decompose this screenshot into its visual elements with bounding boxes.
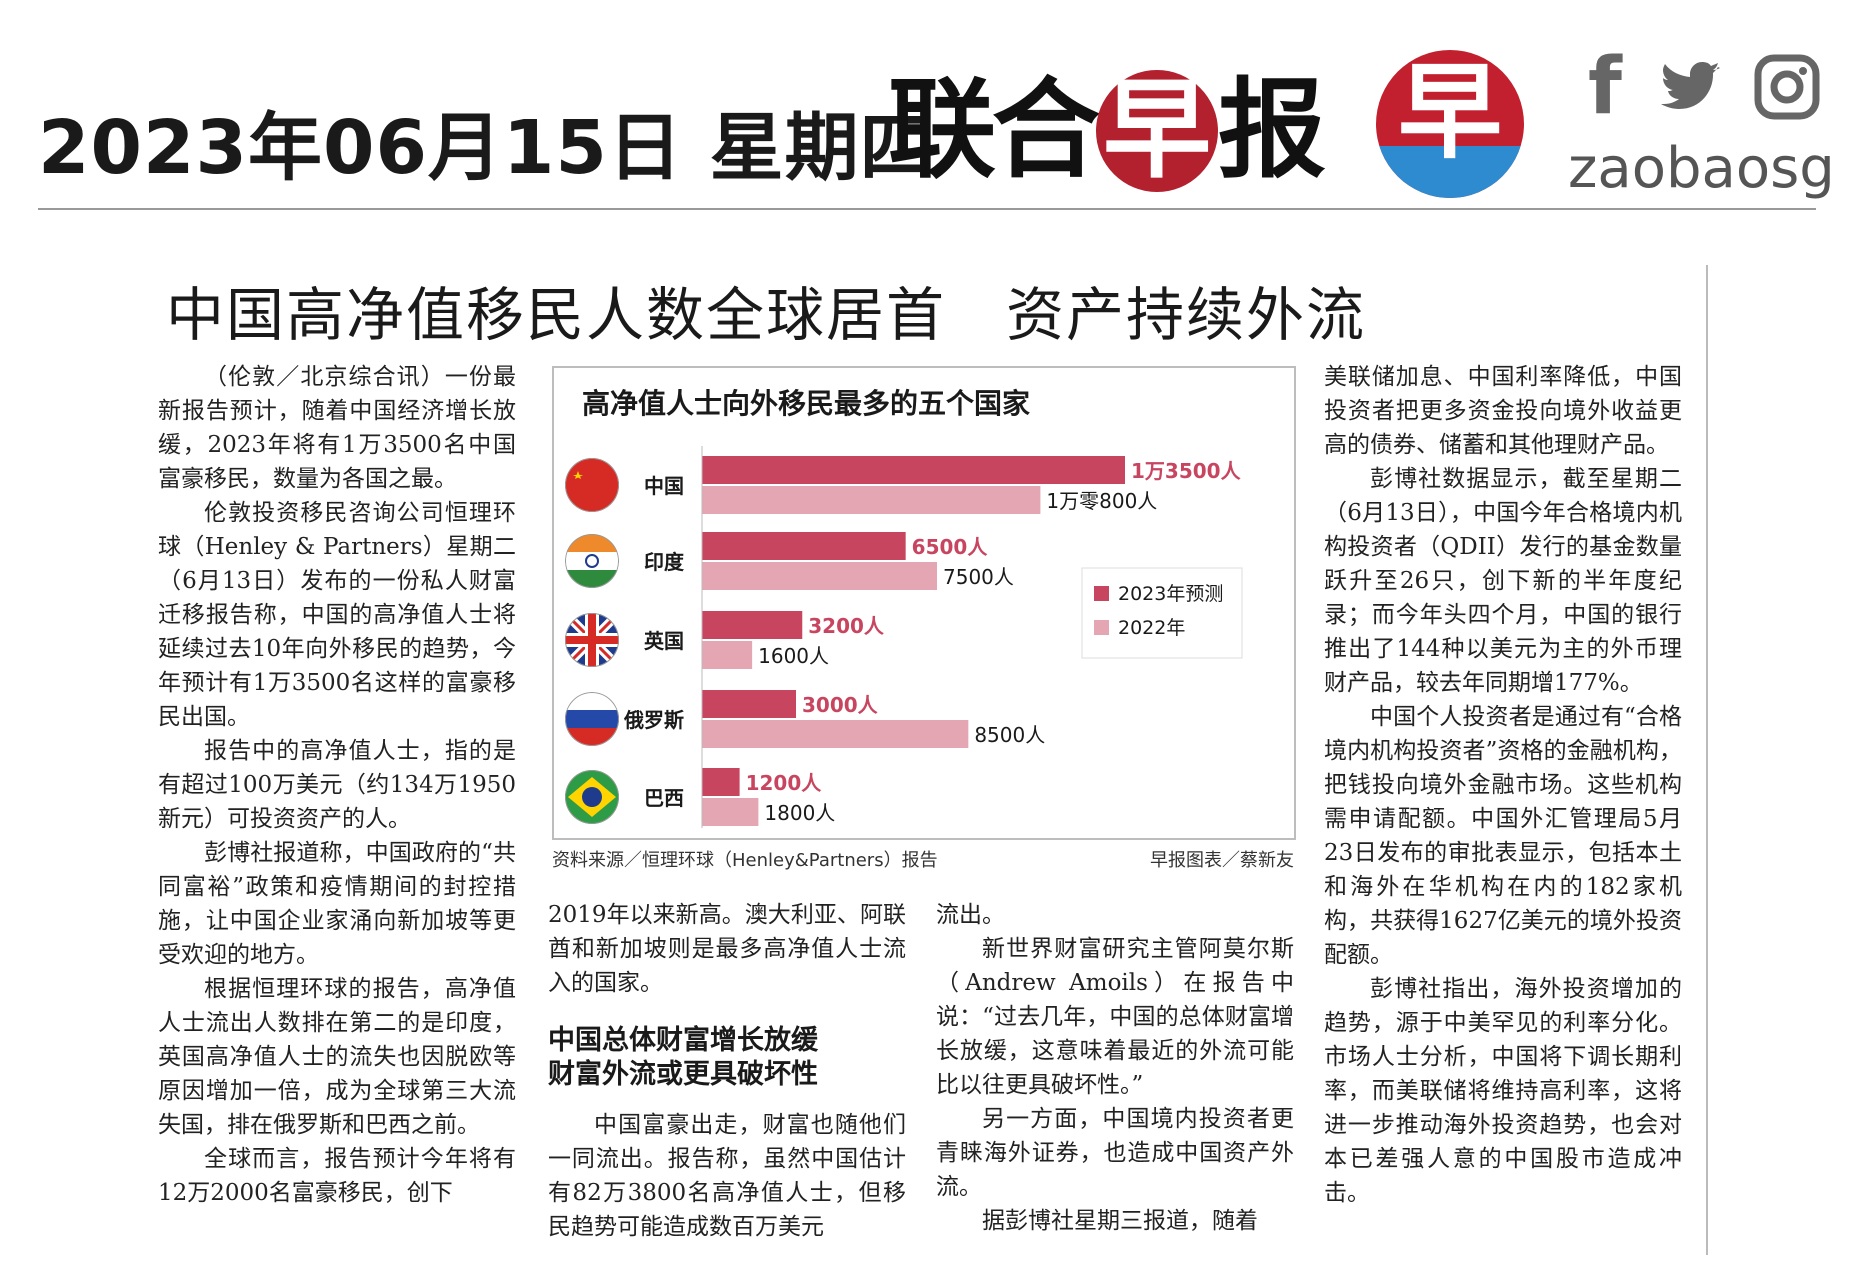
brand-text-a: 联合 (888, 67, 1096, 193)
bar-2022 (702, 562, 937, 590)
category-label: 英国 (644, 629, 684, 653)
china-flag-icon (565, 458, 619, 512)
twitter-icon[interactable] (1658, 52, 1728, 122)
bar-2023 (702, 611, 802, 639)
paragraph: 另一方面，中国境内投资者更青睐海外证券，也造成中国资产外流。 (936, 1102, 1294, 1204)
bar-2023 (702, 532, 906, 560)
subheading-line-2: 财富外流或更具破坏性 (548, 1058, 906, 1092)
data-label: 1万3500人 (1131, 459, 1242, 483)
india-flag-icon (565, 534, 619, 588)
paragraph: 2019年以来新高。澳大利亚、阿联酋和新加坡则是最多高净值人士流入的国家。 (548, 898, 906, 1000)
paragraph: 根据恒理环球的报告，高净值人士流出人数排在第二的是印度，英国高净值人士的流失也因… (158, 972, 516, 1142)
issue-date: 2023年06月15日 星期四 (38, 88, 935, 195)
paragraph: 全球而言，报告预计今年将有12万2000名富豪移民，创下 (158, 1142, 516, 1210)
data-label: 8500人 (974, 723, 1045, 747)
paragraph: 新世界财富研究主管阿莫尔斯（Andrew Amoils）在报告中说：“过去几年，… (936, 932, 1294, 1102)
brand-highlight-char: 早 (1096, 70, 1218, 192)
social-links: f zaobaosg (1560, 52, 1830, 202)
paragraph: 中国富豪出走，财富也随他们一同流出。报告称，虽然中国估计有82万3800名高净值… (548, 1108, 906, 1244)
legend-label: 2023年预测 (1118, 583, 1223, 605)
bar-2022 (702, 486, 1040, 514)
data-label: 3000人 (802, 693, 879, 717)
brazil-flag-icon (565, 770, 619, 824)
data-label: 1万零800人 (1046, 489, 1157, 513)
newspaper-brand: 联合早报 (888, 70, 1322, 192)
article-column-3: 流出。 新世界财富研究主管阿莫尔斯（Andrew Amoils）在报告中说：“过… (936, 898, 1294, 1238)
category-label: 俄罗斯 (623, 708, 684, 732)
bar-2023 (702, 456, 1125, 484)
data-label: 7500人 (943, 565, 1014, 589)
bar-2023 (702, 768, 740, 796)
paragraph: 彭博社指出，海外投资增加的趋势，源于中美罕见的利率分化。市场人士分析，中国将下调… (1324, 972, 1682, 1210)
legend-swatch (1094, 586, 1109, 601)
article-column-1: （伦敦／北京综合讯）一份最新报告预计，随着中国经济增长放缓，2023年将有1万3… (158, 360, 516, 1210)
legend-label: 2022年 (1118, 617, 1185, 639)
legend-swatch (1094, 620, 1109, 635)
logo-glyph: 早 (1376, 60, 1524, 164)
bar-2022 (702, 798, 758, 826)
paragraph: 彭博社数据显示，截至星期二（6月13日），中国今年合格境内机构投资者（QDII）… (1324, 462, 1682, 700)
paragraph: 伦敦投资移民咨询公司恒理环球（Henley & Partners）星期二（6月1… (158, 496, 516, 734)
chart-source: 资料来源／恒理环球（Henley&Partners）报告 (552, 846, 938, 872)
data-label: 1600人 (758, 644, 829, 668)
legend-box (1082, 568, 1242, 658)
chart-credit: 早报图表／蔡新友 (1136, 846, 1294, 872)
data-label: 1200人 (746, 771, 823, 795)
category-label: 印度 (644, 550, 685, 574)
bar-2022 (702, 641, 752, 669)
data-label: 1800人 (764, 801, 835, 825)
bar-2022 (702, 720, 968, 748)
paragraph: 据彭博社星期三报道，随着 (936, 1204, 1294, 1238)
data-label: 3200人 (808, 614, 885, 638)
social-handle[interactable]: zaobaosg (1568, 136, 1835, 201)
facebook-icon[interactable]: f (1570, 52, 1640, 122)
emigration-chart: 高净值人士向外移民最多的五个国家 中国 1万3500人 1万零800人 印度 6500人… (552, 366, 1296, 840)
paragraph: 流出。 (936, 898, 1294, 932)
paragraph: 中国个人投资者是通过有“合格境内机构投资者”资格的金融机构，把钱投向境外金融市场… (1324, 700, 1682, 972)
russia-flag-icon (565, 692, 619, 746)
paragraph: 报告中的高净值人士，指的是有超过100万美元（约134万1950新元）可投资资产… (158, 734, 516, 836)
page-edge-divider (1706, 265, 1708, 1255)
article-headline: 中国高净值移民人数全球居首 资产持续外流 (166, 268, 1366, 352)
masthead-divider (38, 208, 1816, 210)
instagram-icon[interactable] (1752, 52, 1822, 122)
article-column-2: 2019年以来新高。澳大利亚、阿联酋和新加坡则是最多高净值人士流入的国家。 中国… (548, 898, 906, 1244)
paragraph: （伦敦／北京综合讯）一份最新报告预计，随着中国经济增长放缓，2023年将有1万3… (158, 360, 516, 496)
paragraph: 美联储加息、中国利率降低，中国投资者把更多资金投向境外收益更高的债券、储蓄和其他… (1324, 360, 1682, 462)
data-label: 6500人 (912, 535, 989, 559)
brand-text-b: 报 (1218, 67, 1322, 193)
masthead: 2023年06月15日 星期四 联合早报 早 f zaobaosg (0, 0, 1852, 215)
paragraph: 彭博社报道称，中国政府的“共同富裕”政策和疫情期间的封控措施，让中国企业家涌向新… (158, 836, 516, 972)
article-column-4: 美联储加息、中国利率降低，中国投资者把更多资金投向境外收益更高的债券、储蓄和其他… (1324, 360, 1682, 1210)
category-label: 巴西 (644, 786, 684, 810)
subheading: 中国总体财富增长放缓 财富外流或更具破坏性 (548, 1024, 906, 1092)
zaobao-logo-icon: 早 (1376, 50, 1524, 198)
subheading-line-1: 中国总体财富增长放缓 (548, 1024, 906, 1058)
category-label: 中国 (644, 474, 684, 498)
bar-2023 (702, 690, 796, 718)
uk-flag-icon (565, 613, 619, 667)
